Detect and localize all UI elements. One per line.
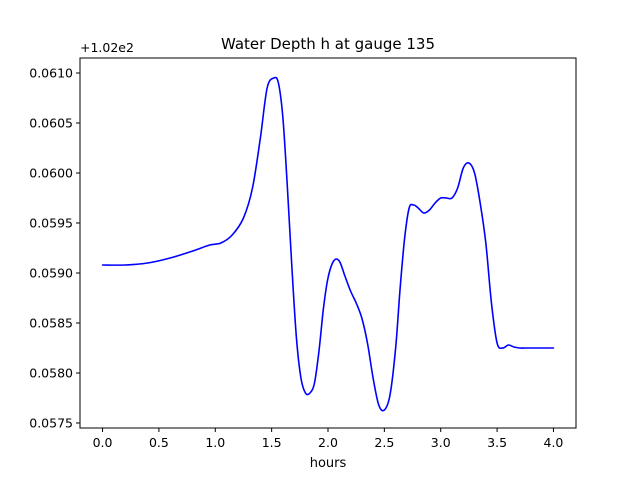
plot-area bbox=[101, 76, 555, 412]
x-tick-label: 1.0 bbox=[205, 435, 225, 450]
chart-title: Water Depth h at gauge 135 bbox=[221, 35, 435, 53]
y-tick-label: 0.0590 bbox=[29, 266, 73, 281]
x-tick-label: 2.5 bbox=[374, 435, 394, 450]
x-tick-label: 1.5 bbox=[262, 435, 282, 450]
y-tick-label: 0.0595 bbox=[29, 216, 73, 231]
x-tick-label: 3.0 bbox=[431, 435, 451, 450]
series-line-0 bbox=[101, 76, 555, 412]
x-tick-label: 3.5 bbox=[487, 435, 507, 450]
y-tick-label: 0.0575 bbox=[29, 416, 73, 431]
x-tick-label: 0.5 bbox=[149, 435, 169, 450]
y-tick-label: 0.0585 bbox=[29, 316, 73, 331]
x-axis-label: hours bbox=[310, 456, 347, 471]
x-axis: 0.0 0.5 1.0 1.5 2.0 2.5 3.0 3.5 4.0 bbox=[93, 428, 564, 450]
y-tick-label: 0.0600 bbox=[29, 166, 73, 181]
x-tick-label: 2.0 bbox=[318, 435, 338, 450]
y-tick-label: 0.0605 bbox=[29, 116, 73, 131]
y-offset-label: +1.02e2 bbox=[80, 40, 134, 55]
y-tick-label: 0.0610 bbox=[29, 66, 73, 81]
y-tick-label: 0.0580 bbox=[29, 366, 73, 381]
plot-frame bbox=[79, 57, 577, 429]
x-tick-label: 0.0 bbox=[93, 435, 113, 450]
x-tick-label: 4.0 bbox=[544, 435, 564, 450]
y-axis: 0.0575 0.0580 0.0585 0.0590 0.0595 0.0600 0.06… bbox=[29, 66, 80, 431]
